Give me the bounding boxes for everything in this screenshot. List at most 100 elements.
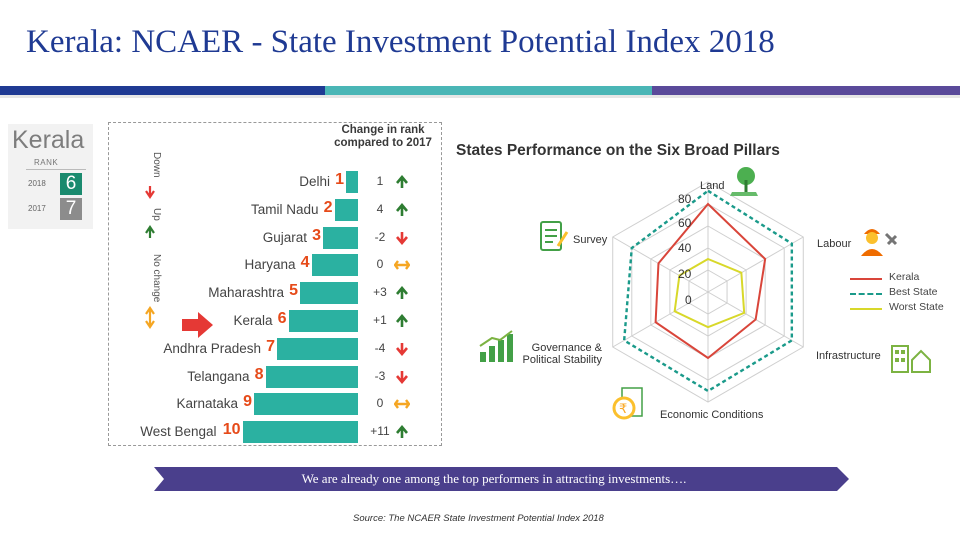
state-name: Tamil Nadu — [250, 201, 319, 217]
radar-scale-40: 40 — [678, 241, 692, 255]
survey-clipboard-icon — [540, 221, 569, 251]
state-name: Telangana — [187, 368, 250, 384]
radar-scale-20: 20 — [678, 267, 692, 281]
arrow-both-icon — [145, 306, 155, 329]
kerala-card-divider — [26, 169, 86, 170]
rank-number: 4 — [300, 254, 310, 272]
rank-change-up-icon — [396, 175, 408, 188]
rank-bar — [277, 337, 358, 360]
rank-number: 8 — [254, 365, 264, 383]
slide-title: Kerala: NCAER - State Investment Potenti… — [26, 24, 775, 60]
rank-change-value: 1 — [376, 174, 384, 188]
legend-worst: Worst State — [889, 301, 944, 313]
legend-up-text: Up — [151, 208, 162, 221]
rank-number: 3 — [312, 226, 321, 244]
radar-scale-0: 0 — [685, 293, 692, 307]
kerala-card-rank-2017: 7 — [60, 198, 82, 220]
rank-change-down-icon — [396, 370, 408, 384]
kerala-card-name: Kerala — [12, 126, 85, 154]
rank-bar — [300, 282, 358, 305]
svg-text:₹: ₹ — [619, 402, 627, 417]
radar-series-kerala — [654, 202, 767, 360]
rank-number: 7 — [266, 337, 275, 355]
pillars-radar-chart — [612, 181, 804, 403]
rank-bar — [254, 393, 358, 416]
rank-number: 1 — [335, 171, 344, 188]
axis-label-labour: Labour — [817, 238, 852, 250]
legend-best: Best State — [889, 286, 938, 298]
rank-change-up-icon — [396, 425, 408, 439]
rank-bar — [323, 226, 358, 249]
infrastructure-building-icon — [891, 345, 931, 373]
rank-change-same-icon — [394, 399, 410, 410]
legend-up: Up — [145, 208, 162, 238]
kerala-rank-card: Kerala RANK 2018 6 2017 7 — [8, 124, 93, 229]
state-name: Haryana — [244, 257, 296, 273]
legend-line-best — [850, 293, 882, 295]
rank-change-up-icon — [396, 286, 408, 300]
rank-change-down-icon — [396, 231, 408, 245]
state-name: Kerala — [233, 313, 273, 328]
rank-bar — [334, 198, 358, 221]
kerala-card-rank-label: RANK — [34, 158, 59, 167]
legend-no-change-text: No change — [151, 254, 162, 303]
rank-change-up-icon — [396, 314, 408, 327]
state-name: Karnataka — [176, 396, 238, 412]
rank-change-same-icon — [394, 260, 410, 271]
state-ranking-panel — [108, 122, 442, 446]
radar-scale-80: 80 — [678, 192, 692, 206]
legend-line-worst — [850, 308, 882, 310]
economic-rupee-icon: ₹ — [612, 387, 643, 420]
banner-shape — [154, 467, 849, 491]
rank-bar — [265, 365, 358, 388]
radar-scale-60: 60 — [678, 216, 692, 230]
axis-label-survey: Survey — [573, 234, 608, 246]
arrow-down-icon — [145, 186, 155, 199]
rank-change-value: 0 — [376, 257, 384, 272]
rank-number: 10 — [222, 421, 241, 439]
state-name: Gujarat — [262, 229, 307, 245]
state-name: Delhi — [299, 174, 330, 189]
state-name: Andhra Pradesh — [163, 340, 261, 356]
state-name: Maharashtra — [208, 285, 284, 301]
rank-change-value: +11 — [370, 424, 390, 439]
title-band-teal — [325, 86, 652, 95]
title-band-shadow — [0, 95, 960, 98]
kerala-card-rank-2018: 6 — [60, 173, 82, 195]
rank-change-value: 4 — [376, 201, 384, 216]
rank-change-value: -3 — [374, 368, 386, 383]
legend-kerala: Kerala — [889, 271, 920, 283]
legend-down: Down — [145, 152, 162, 199]
rank-change-value: -4 — [374, 340, 386, 355]
rank-bar — [346, 171, 358, 193]
rank-number: 2 — [323, 198, 333, 216]
pillars-title: States Performance on the Six Broad Pill… — [456, 142, 780, 159]
source-note: Source: The NCAER State Investment Poten… — [353, 513, 604, 524]
rank-change-down-icon — [396, 342, 408, 356]
rank-change-header: Change in rank compared to 2017 — [334, 124, 432, 149]
legend-down-text: Down — [151, 152, 162, 178]
rank-bar — [311, 254, 358, 277]
rank-number: 9 — [243, 393, 252, 411]
rank-change-value: +3 — [373, 285, 387, 300]
labour-worker-icon — [861, 229, 898, 256]
rank-change-value: 0 — [376, 396, 384, 411]
radar-series-best-state — [622, 189, 794, 393]
kerala-card-year-2017: 2017 — [28, 204, 46, 213]
banner-text: We are already one among the top perform… — [301, 471, 687, 486]
rank-number: 6 — [277, 310, 287, 327]
governance-chart-icon — [479, 330, 513, 362]
axis-label-land: Land — [700, 180, 725, 192]
kerala-card-year-2018: 2018 — [28, 179, 46, 188]
title-band-purple — [652, 86, 960, 95]
land-tree-icon — [730, 167, 758, 196]
radar-axis-line — [612, 291, 709, 348]
legend-no-change: No change — [145, 254, 162, 329]
axis-label-infrastructure: Infrastructure — [816, 350, 881, 362]
legend-line-kerala — [850, 278, 882, 280]
arrow-up-icon — [145, 225, 155, 238]
rank-change-value: -2 — [374, 229, 386, 244]
radar-axis-line — [612, 236, 709, 293]
title-band-blue — [0, 86, 325, 95]
rank-number: 5 — [289, 282, 298, 300]
